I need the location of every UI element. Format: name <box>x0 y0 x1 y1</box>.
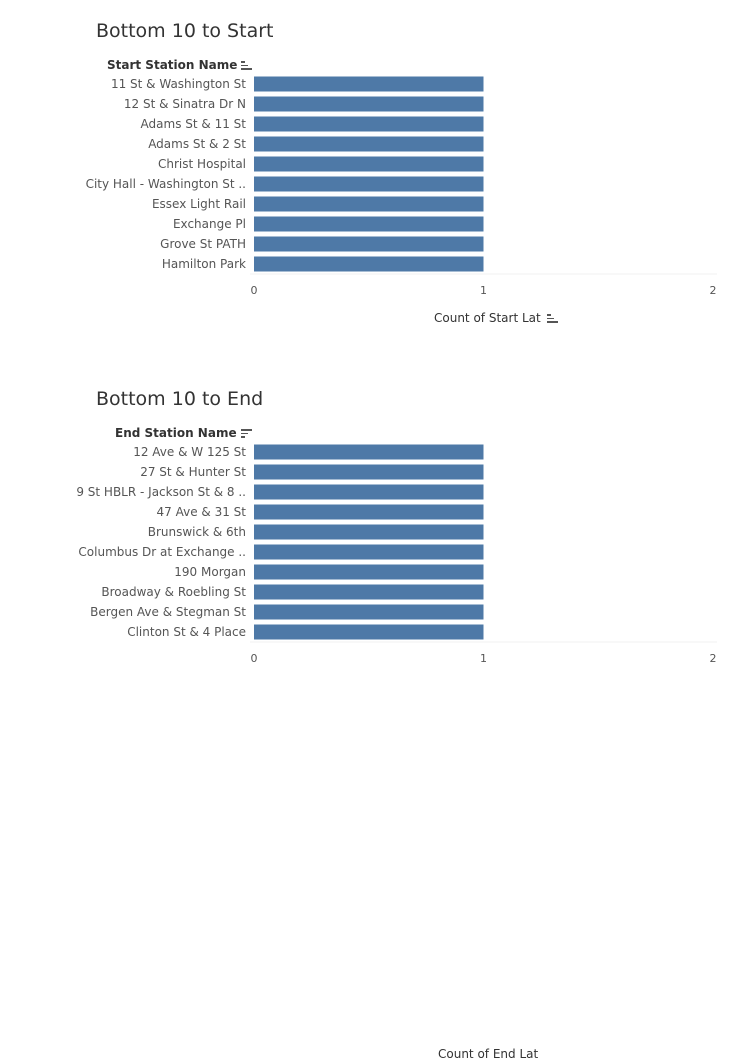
bar[interactable] <box>254 484 484 500</box>
category-label: 27 St & Hunter St <box>140 465 246 479</box>
bar[interactable] <box>254 624 484 640</box>
category-label: Bergen Ave & Stegman St <box>90 605 246 619</box>
bar[interactable] <box>254 604 484 620</box>
x-axis-label[interactable]: Count of End Lat <box>438 1047 538 1061</box>
x-tick-label: 1 <box>480 652 487 665</box>
bar[interactable] <box>254 524 484 540</box>
bar[interactable] <box>254 584 484 600</box>
chart-title: Bottom 10 to Start <box>96 20 274 42</box>
category-label: Brunswick & 6th <box>148 525 246 539</box>
bar[interactable] <box>254 544 484 560</box>
category-label: Exchange Pl <box>173 217 246 231</box>
sort-ascending-icon[interactable] <box>241 60 253 70</box>
start-station-chart: Bottom 10 to Start Start Station Name 11… <box>0 0 755 345</box>
category-label: City Hall - Washington St .. <box>86 177 246 191</box>
dimension-header[interactable]: End Station Name <box>115 426 253 440</box>
bar[interactable] <box>254 236 484 252</box>
dimension-header-label: Start Station Name <box>107 58 238 72</box>
bar[interactable] <box>254 76 484 92</box>
start-plot: 11 St & Washington St 12 St & Sinatra Dr … <box>86 76 717 297</box>
bar[interactable] <box>254 176 484 192</box>
x-tick-label: 2 <box>710 284 717 297</box>
category-label: Grove St PATH <box>160 237 246 251</box>
category-label: Adams St & 2 St <box>148 137 246 151</box>
x-tick-label: 1 <box>480 284 487 297</box>
chart-title: Bottom 10 to End <box>96 388 264 410</box>
bar[interactable] <box>254 116 484 132</box>
category-label: 12 St & Sinatra Dr N <box>124 97 246 111</box>
x-tick-label: 0 <box>251 284 258 297</box>
bar[interactable] <box>254 96 484 112</box>
category-label: Adams St & 11 St <box>141 117 247 131</box>
bar[interactable] <box>254 156 484 172</box>
sort-descending-icon[interactable] <box>240 428 253 438</box>
x-tick-label: 0 <box>251 652 258 665</box>
category-label: Hamilton Park <box>162 257 246 271</box>
end-plot: 12 Ave & W 125 St 27 St & Hunter St 9 St H… <box>76 444 717 665</box>
x-tick-label: 2 <box>710 652 717 665</box>
sort-ascending-icon[interactable] <box>546 313 559 323</box>
category-label: 11 St & Washington St <box>111 77 246 91</box>
x-axis-label-text: Count of End Lat <box>438 1047 539 1061</box>
bar[interactable] <box>254 216 484 232</box>
category-label: 47 Ave & 31 St <box>157 505 247 519</box>
bar[interactable] <box>254 464 484 480</box>
category-label: 190 Morgan <box>174 565 246 579</box>
category-label: 12 Ave & W 125 St <box>133 445 246 459</box>
bar[interactable] <box>254 256 484 272</box>
end-station-chart: Bottom 10 to End End Station Name 12 Ave… <box>0 368 755 1061</box>
bar[interactable] <box>254 136 484 152</box>
bar[interactable] <box>254 564 484 580</box>
category-label: 9 St HBLR - Jackson St & 8 .. <box>76 485 246 499</box>
x-axis-label-text: Count of Start Lat <box>434 311 541 325</box>
bar[interactable] <box>254 444 484 460</box>
category-label: Columbus Dr at Exchange .. <box>78 545 246 559</box>
category-label: Broadway & Roebling St <box>101 585 246 599</box>
bar[interactable] <box>254 504 484 520</box>
dimension-header-label: End Station Name <box>115 426 237 440</box>
bar[interactable] <box>254 196 484 212</box>
category-label: Essex Light Rail <box>152 197 246 211</box>
category-label: Christ Hospital <box>158 157 246 171</box>
category-label: Clinton St & 4 Place <box>127 625 246 639</box>
dimension-header[interactable]: Start Station Name <box>107 58 253 72</box>
x-axis-label[interactable]: Count of Start Lat <box>434 311 559 325</box>
